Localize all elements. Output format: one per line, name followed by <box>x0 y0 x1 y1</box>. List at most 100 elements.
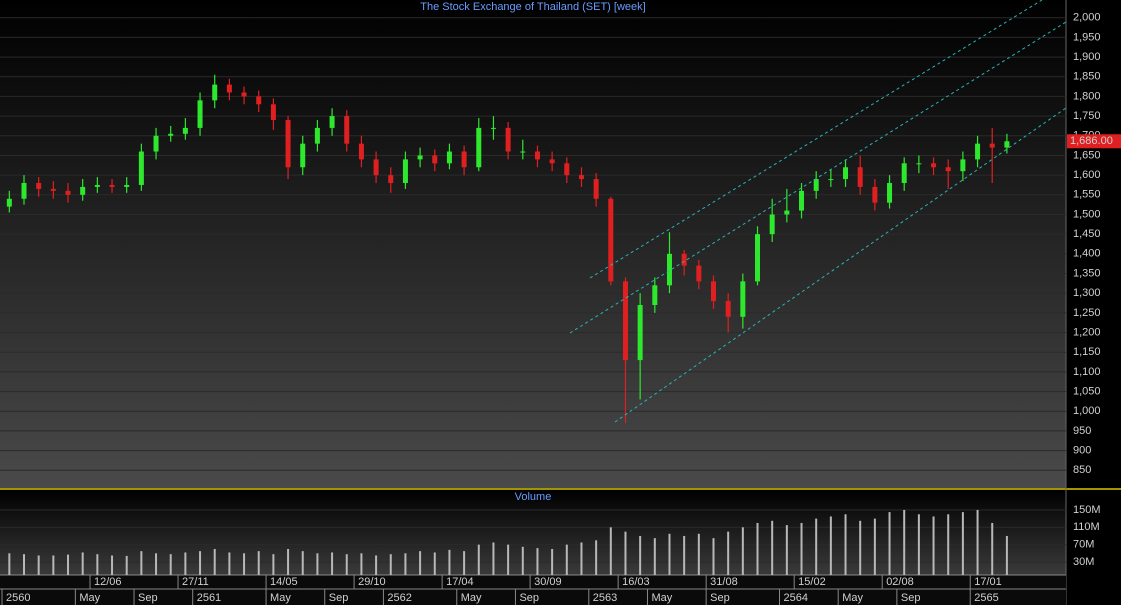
x-tick-label: 15/02 <box>798 576 826 588</box>
volume-title: Volume <box>515 491 552 503</box>
x-tick-label: 02/08 <box>886 576 914 588</box>
volume-tick-label: 110M <box>1073 521 1100 533</box>
volume-bar <box>785 525 788 575</box>
candle-body <box>109 184 115 187</box>
candle-body <box>476 127 482 168</box>
volume-bar <box>492 542 495 575</box>
candle-body <box>256 96 262 105</box>
y-tick-label: 950 <box>1073 425 1091 437</box>
candle-body <box>725 301 731 317</box>
volume-bar <box>653 538 656 575</box>
candle-body <box>1004 141 1010 148</box>
volume-bar <box>507 544 510 575</box>
volume-bar <box>23 554 26 575</box>
volume-bar <box>419 551 422 575</box>
x-tick-label: May <box>842 592 863 604</box>
candle-body <box>94 184 100 187</box>
candle-body <box>828 179 834 181</box>
y-tick-label: 2,000 <box>1073 12 1101 24</box>
x-tick-label: 30/09 <box>534 576 562 588</box>
volume-bar <box>888 512 891 575</box>
x-tick-label: 2561 <box>197 592 221 604</box>
volume-bar <box>477 544 480 575</box>
candle-body <box>226 84 232 93</box>
x-tick-label: 2563 <box>593 592 617 604</box>
x-tick-label: 2564 <box>784 592 808 604</box>
candle-body <box>388 175 394 183</box>
y-tick-label: 1,500 <box>1073 208 1101 220</box>
x-tick-label: 17/01 <box>974 576 1002 588</box>
candle-body <box>80 186 86 195</box>
volume-bar <box>169 554 172 575</box>
volume-bar <box>37 555 40 575</box>
candle-body <box>65 190 71 195</box>
candle-body <box>50 188 56 191</box>
volume-bar <box>375 555 378 575</box>
candle-body <box>138 151 144 185</box>
volume-bar <box>976 509 979 575</box>
y-tick-label: 1,650 <box>1073 149 1101 161</box>
x-tick-label: 14/05 <box>270 576 298 588</box>
candle-body <box>285 120 291 168</box>
candle-body <box>666 253 672 286</box>
y-tick-label: 1,100 <box>1073 366 1101 378</box>
volume-bar <box>243 553 246 575</box>
volume-bar <box>360 553 363 575</box>
volume-bar <box>463 551 466 575</box>
candle-body <box>36 183 42 189</box>
volume-bar <box>815 518 818 575</box>
candle-body <box>916 163 922 165</box>
volume-bar <box>800 522 803 575</box>
y-tick-label: 1,950 <box>1073 31 1101 43</box>
last-price-box <box>1067 134 1121 149</box>
axis-pane <box>1066 0 1121 575</box>
volume-bar <box>756 522 759 575</box>
candle-body <box>813 179 819 191</box>
candle-body <box>358 143 364 160</box>
volume-bar <box>125 555 128 575</box>
candle-body <box>241 92 247 97</box>
volume-bar <box>712 538 715 575</box>
volume-bar <box>536 548 539 575</box>
x-tick-label: 2565 <box>974 592 998 604</box>
candle-body <box>578 175 584 180</box>
candle-body <box>21 183 27 199</box>
x-tick-label: Sep <box>901 592 921 604</box>
candle-body <box>402 159 408 183</box>
volume-bar <box>917 514 920 575</box>
channel-upper <box>589 0 1043 279</box>
volume-bar <box>521 546 524 575</box>
volume-bar <box>844 514 847 575</box>
volume-bar <box>991 522 994 575</box>
y-tick-label: 900 <box>1073 445 1091 457</box>
volume-bar <box>1005 535 1008 575</box>
channel-lower <box>614 107 1067 423</box>
candle-body <box>490 127 496 129</box>
candle-body <box>270 104 276 121</box>
volume-bar <box>639 535 642 575</box>
candle-body <box>300 143 306 168</box>
last-price-label: 1,686.00 <box>1070 135 1113 147</box>
candle-body <box>417 155 423 160</box>
volume-bar <box>433 552 436 575</box>
y-tick-label: 1,300 <box>1073 287 1101 299</box>
candle-body <box>769 214 775 235</box>
x-tick-label: 31/08 <box>710 576 738 588</box>
volume-bar <box>184 552 187 575</box>
volume-bar <box>389 554 392 575</box>
volume-bar <box>404 553 407 575</box>
candle-body <box>505 127 511 152</box>
volume-bar <box>565 544 568 575</box>
volume-bar <box>697 533 700 575</box>
y-tick-label: 1,800 <box>1073 90 1101 102</box>
candle-body <box>520 151 526 153</box>
x-tick-label: 29/10 <box>358 576 386 588</box>
volume-bar <box>111 555 114 575</box>
y-tick-label: 1,850 <box>1073 71 1101 83</box>
volume-bar <box>213 548 216 575</box>
candle-body <box>857 167 863 187</box>
volume-bar <box>683 535 686 575</box>
x-tick-label: 12/06 <box>94 576 122 588</box>
volume-bar <box>257 551 260 575</box>
